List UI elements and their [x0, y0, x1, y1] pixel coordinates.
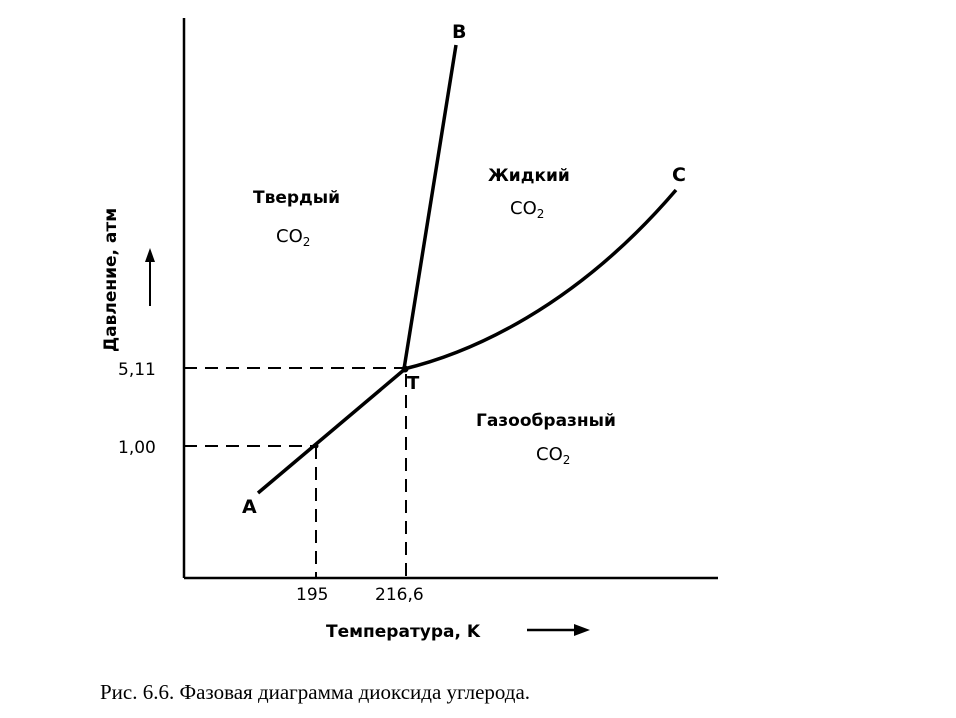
y-axis-arrow-head — [145, 248, 155, 262]
sublimation-curve-AT — [256, 367, 407, 495]
x-axis-arrow-head — [574, 624, 590, 636]
region-solid-title: Твердый — [253, 188, 340, 208]
label-point-a: A — [242, 496, 257, 518]
subscript: 2 — [537, 207, 545, 221]
y-tick-511: 5,11 — [118, 360, 156, 380]
label-point-t: T — [407, 373, 420, 394]
melting-curve-TB — [402, 44, 458, 370]
point-195-marker — [313, 443, 319, 449]
y-tick-100: 1,00 — [118, 438, 156, 458]
vaporization-curve-TC — [403, 188, 678, 371]
x-axis-title: Температура, K — [326, 622, 481, 642]
figure-caption: Рис. 6.6. Фазовая диаграмма диоксида угл… — [100, 680, 530, 704]
region-liquid-title: Жидкий — [488, 166, 570, 186]
region-solid-formula: CO2 — [276, 226, 310, 249]
subscript: 2 — [563, 453, 571, 467]
y-axis-title: Давление, атм — [101, 208, 121, 352]
region-gas-title: Газообразный — [476, 411, 616, 431]
label-point-c: C — [672, 164, 686, 186]
triple-point-marker — [401, 365, 409, 373]
x-tick-195: 195 — [296, 585, 328, 605]
x-tick-2166: 216,6 — [375, 585, 424, 605]
label-point-b: B — [452, 21, 466, 43]
region-liquid-formula: CO2 — [510, 198, 544, 221]
subscript: 2 — [303, 235, 311, 249]
region-gas-formula: CO2 — [536, 444, 570, 467]
